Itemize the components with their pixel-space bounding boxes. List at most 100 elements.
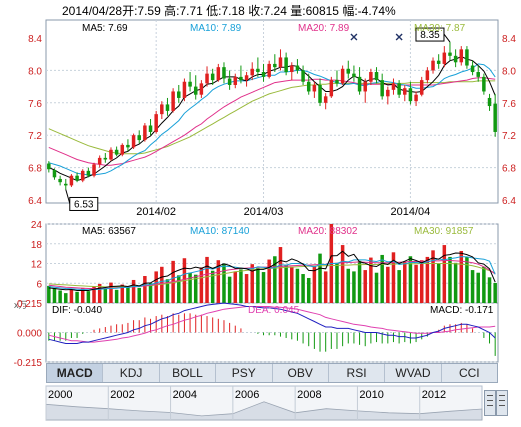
candle-body	[363, 81, 367, 92]
candle-body	[227, 78, 232, 85]
date-label: 2014/04	[391, 206, 431, 218]
price-legend-item: MA30: 7.87	[414, 23, 466, 34]
price-tick-left: 6.8	[28, 164, 42, 175]
candle-body	[126, 144, 130, 148]
candle-body	[64, 183, 68, 186]
candle-body	[408, 88, 413, 102]
macd-legend-dif: DIF: -0.040	[52, 305, 102, 316]
candle-body	[431, 60, 435, 71]
volume-bar	[188, 272, 192, 303]
volume-bar	[177, 275, 181, 303]
candle-body	[278, 57, 283, 68]
tab-macd[interactable]: MACD	[47, 364, 104, 382]
candle-body	[323, 96, 328, 103]
volume-legend-item: MA30: 91857	[414, 226, 474, 237]
timeline-year-label: 2002	[110, 389, 134, 401]
candle-body	[52, 170, 57, 178]
candle-body	[470, 65, 475, 73]
volume-bar	[414, 264, 418, 303]
candle-body	[188, 81, 192, 87]
volume-bar	[278, 247, 283, 303]
volume-bar	[436, 263, 441, 303]
volume-bar	[312, 266, 317, 303]
volume-bar	[165, 279, 170, 303]
volume-bar	[448, 256, 452, 303]
volume-bar	[482, 266, 486, 303]
date-label: 2014/03	[244, 206, 284, 218]
candle-body	[340, 68, 345, 84]
volume-tick: 6	[36, 279, 42, 290]
candle-body	[295, 65, 300, 71]
tab-psy[interactable]: PSY	[216, 364, 273, 382]
volume-value: 60815	[305, 4, 339, 18]
candle-body	[80, 170, 85, 181]
tab-boll[interactable]: BOLL	[160, 364, 217, 382]
price-tick-left: 7.2	[28, 131, 42, 142]
volume-bar	[109, 282, 113, 303]
volume-bar	[419, 260, 424, 303]
candle-body	[397, 83, 401, 95]
candle-body	[346, 68, 351, 74]
tab-obv[interactable]: OBV	[273, 364, 329, 382]
candle-body	[69, 175, 74, 186]
candle-body	[148, 125, 153, 132]
volume-bar	[47, 285, 51, 303]
candle-body	[482, 76, 486, 92]
timeline-year-label: 2004	[173, 389, 197, 401]
candle-body	[386, 89, 390, 97]
open-value: 7.59	[137, 4, 161, 18]
volume-bar	[120, 284, 125, 303]
candle-body	[86, 170, 91, 176]
date-label: 2014/02	[136, 206, 176, 218]
candle-body	[222, 67, 226, 79]
price-tick-left: 6.4	[28, 196, 42, 207]
candle-body	[442, 52, 447, 64]
volume-bar	[369, 257, 373, 303]
price-tick-right: 7.2	[502, 131, 516, 142]
volume-bar	[137, 287, 141, 303]
indicator-tabs: MACD KDJ BOLL PSY OBV RSI WVAD CCI	[46, 363, 498, 383]
annotation-box	[69, 196, 99, 211]
volume-bar	[267, 259, 271, 303]
candle-body	[137, 135, 141, 141]
macd-tick: 0.000	[17, 329, 42, 340]
candle-body	[216, 67, 221, 81]
tab-wvad[interactable]: WVAD	[385, 364, 442, 382]
volume-bar	[148, 283, 153, 303]
candle-body	[487, 97, 492, 107]
volume-bar	[408, 256, 413, 303]
volume-bar	[160, 266, 164, 303]
volume-bar	[397, 270, 401, 303]
candle-body	[160, 104, 164, 115]
tab-rsi[interactable]: RSI	[329, 364, 386, 382]
change-label: 幅:	[342, 4, 358, 18]
volume-bar	[391, 252, 396, 303]
candle-body	[92, 164, 96, 176]
volume-bar	[425, 256, 430, 303]
annotation-label: 6.53	[74, 199, 94, 210]
volume-bar	[403, 262, 407, 303]
volume-bar	[80, 287, 85, 303]
tab-kdj[interactable]: KDJ	[103, 364, 160, 382]
candle-body	[329, 80, 334, 97]
open-label: 开:	[122, 4, 138, 18]
candle-body	[357, 76, 362, 92]
candle-body	[267, 63, 271, 77]
tab-cci[interactable]: CCI	[458, 366, 480, 380]
volume-bar	[199, 267, 204, 303]
candle-body	[301, 70, 305, 82]
price-tick-right: 8.0	[502, 66, 516, 77]
candle-body	[58, 178, 62, 183]
dif-line	[48, 302, 496, 344]
volume-bar	[476, 272, 480, 303]
timeline-year-label: 2010	[359, 389, 383, 401]
candle-body	[290, 65, 294, 73]
annotation-leader	[443, 33, 451, 43]
vol-ma5-line	[48, 250, 496, 291]
candle-body	[114, 149, 119, 155]
price-legend-item: MA10: 7.89	[190, 23, 242, 34]
range-handle-right[interactable]	[496, 390, 508, 416]
volume-bar	[222, 263, 226, 303]
range-handle-left[interactable]	[484, 390, 496, 416]
